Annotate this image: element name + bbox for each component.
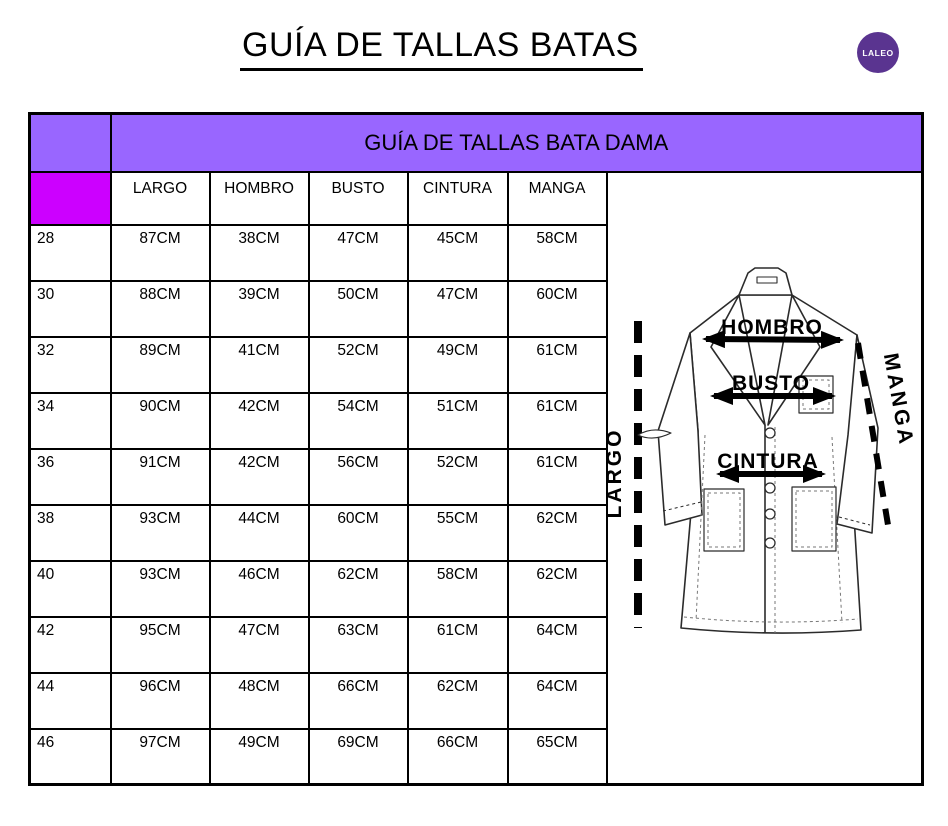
measurement-cell: 93CM <box>109 503 211 562</box>
measurement-cell: 38CM <box>208 223 310 282</box>
measurement-cell: 95CM <box>109 615 211 674</box>
busto-label: BUSTO <box>731 372 809 395</box>
measurement-cell: 52CM <box>307 335 409 394</box>
measurement-cell: 64CM <box>506 671 608 730</box>
measurement-cell: 42CM <box>208 391 310 450</box>
measurement-cell: 66CM <box>406 727 509 786</box>
coat-measurement-diagram: LARGO <box>608 266 917 634</box>
manga-label: MANGA <box>878 351 917 448</box>
measurement-cell: 47CM <box>208 615 310 674</box>
cintura-arrow: CINTURA <box>715 450 826 483</box>
largo-label: LARGO <box>608 427 626 518</box>
size-cell: 30 <box>28 279 112 338</box>
table-row: 32 89CM 41CM 52CM 49CM 61CM <box>28 335 923 394</box>
busto-arrow: BUSTO <box>709 372 836 405</box>
size-cell: 46 <box>28 727 112 786</box>
measurement-cell: 90CM <box>109 391 211 450</box>
measurement-cell: 52CM <box>406 447 509 506</box>
measurement-cell: 58CM <box>506 223 608 282</box>
measurement-cell: 50CM <box>307 279 409 338</box>
measurement-cell: 61CM <box>506 335 608 394</box>
measurement-cell: 58CM <box>406 559 509 618</box>
size-cell: 36 <box>28 447 112 506</box>
measurement-cell: 41CM <box>208 335 310 394</box>
table-row: 42 95CM 47CM 63CM 61CM 64CM <box>28 615 923 674</box>
size-cell: 32 <box>28 335 112 394</box>
hombro-arrow: HOMBRO <box>701 316 844 349</box>
measurement-cell: 49CM <box>406 335 509 394</box>
measurement-cell: 55CM <box>406 503 509 562</box>
measurement-cell: 54CM <box>307 391 409 450</box>
measurement-cell: 97CM <box>109 727 211 786</box>
measurement-cell: 60CM <box>506 279 608 338</box>
measurement-cell: 45CM <box>406 223 509 282</box>
measurement-cell: 89CM <box>109 335 211 394</box>
size-guide-table: GUÍA DE TALLAS BATA DAMA LARGO HOMBRO BU… <box>28 112 924 786</box>
table-row: 28 87CM 38CM 47CM 45CM 58CM <box>28 223 923 282</box>
measurement-cell: 66CM <box>307 671 409 730</box>
column-header-largo: LARGO <box>109 170 211 226</box>
table-row: 30 88CM 39CM 50CM 47CM 60CM <box>28 279 923 338</box>
page-title: GUÍA DE TALLAS BATAS <box>240 26 643 71</box>
banner-corner-cell <box>28 112 112 173</box>
measurement-cell: 61CM <box>506 447 608 506</box>
accent-corner-cell <box>28 170 112 226</box>
table-row: 46 97CM 49CM 69CM 66CM 65CM <box>28 727 923 786</box>
table-row: 40 93CM 46CM 62CM 58CM 62CM <box>28 559 923 618</box>
laleo-logo: LALEO <box>857 32 899 73</box>
measurement-cell: 64CM <box>506 615 608 674</box>
measurement-cell: 47CM <box>307 223 409 282</box>
measurement-cell: 87CM <box>109 223 211 282</box>
measurement-cell: 61CM <box>406 615 509 674</box>
measurement-cell: 44CM <box>208 503 310 562</box>
laleo-logo-text: LALEO <box>862 47 894 58</box>
measurement-cell: 62CM <box>506 559 608 618</box>
size-cell: 42 <box>28 615 112 674</box>
measurement-cell: 62CM <box>406 671 509 730</box>
column-header-cintura: CINTURA <box>406 170 509 226</box>
table-row: 38 93CM 44CM 60CM 55CM 62CM <box>28 503 923 562</box>
table-row: 34 90CM 42CM 54CM 51CM 61CM <box>28 391 923 450</box>
measurement-cell: 63CM <box>307 615 409 674</box>
measurement-cell: 62CM <box>307 559 409 618</box>
measurement-cell: 65CM <box>506 727 608 786</box>
banner-row: GUÍA DE TALLAS BATA DAMA <box>28 112 924 173</box>
hombro-label: HOMBRO <box>721 316 823 339</box>
measurement-cell: 49CM <box>208 727 310 786</box>
table-row: 36 91CM 42CM 56CM 52CM 61CM <box>28 447 923 506</box>
column-header-hombro: HOMBRO <box>208 170 310 226</box>
measurement-cell: 69CM <box>307 727 409 786</box>
column-header-busto: BUSTO <box>307 170 409 226</box>
size-cell: 28 <box>28 223 112 282</box>
measurement-cell: 96CM <box>109 671 211 730</box>
size-cell: 38 <box>28 503 112 562</box>
measurement-cell: 88CM <box>109 279 211 338</box>
cintura-label: CINTURA <box>717 450 819 473</box>
largo-dimension-line: LARGO <box>608 320 642 628</box>
measurement-cell: 51CM <box>406 391 509 450</box>
measurement-cell: 46CM <box>208 559 310 618</box>
measurement-cell: 39CM <box>208 279 310 338</box>
table-row: 44 96CM 48CM 66CM 62CM 64CM <box>28 671 923 730</box>
measurement-cell: 42CM <box>208 447 310 506</box>
measurement-cell: 93CM <box>109 559 211 618</box>
measurement-cell: 60CM <box>307 503 409 562</box>
size-cell: 44 <box>28 671 112 730</box>
coat-diagram-cell: LARGO <box>605 170 924 786</box>
size-cell: 40 <box>28 559 112 618</box>
measurement-cell: 47CM <box>406 279 509 338</box>
column-header-manga: MANGA <box>506 170 608 226</box>
measurement-cell: 56CM <box>307 447 409 506</box>
measurement-cell: 61CM <box>506 391 608 450</box>
measurement-cell: 48CM <box>208 671 310 730</box>
table-banner-title: GUÍA DE TALLAS BATA DAMA <box>109 112 924 173</box>
measurement-cell: 62CM <box>506 503 608 562</box>
header-row: LARGO HOMBRO BUSTO CINTURA MANGA LARGO <box>28 170 924 786</box>
size-cell: 34 <box>28 391 112 450</box>
measurement-cell: 91CM <box>109 447 211 506</box>
